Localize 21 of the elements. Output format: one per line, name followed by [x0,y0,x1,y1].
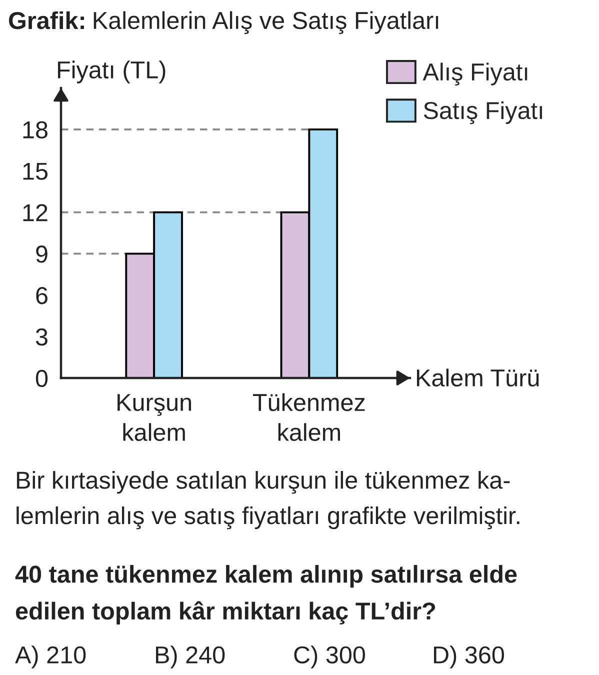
text: 40 tane tükenmez kalem alınıp satılırsa elde edilen toplam kâr miktarı kaç TL’dir? [15,565,517,624]
text: A) 210 [15,646,86,668]
y-axis-title: Fiyatı (TL) [58,60,166,84]
chart-title: Kalemlerin Alış ve Satış Fiyatları [94,11,438,34]
legend-label: Alış Fiyatı [422,62,528,86]
text: B) 240 [156,646,225,668]
y-tick-label: 3 [36,328,48,346]
text: Grafik: [9,11,84,30]
text: D) 360 [434,646,504,668]
y-tick-label: 18 [23,121,48,138]
y-tick-label: 9 [36,246,48,263]
y-tick-label: 15 [23,162,48,180]
y-tick-label: 0 [36,370,48,388]
x-axis-title: Kalem Türü [416,368,539,387]
x-tick-label: Kurşun kalem [118,394,191,442]
y-tick-label: 12 [23,204,48,222]
text: Bir kırtasiyede satılan kurşun ile tükenmez ka- lemlerin alış ve satış fiyatları grafikte verilmiştir. [16,471,520,530]
text: C) 300 [294,646,365,668]
legend-label: Satış Fiyatı [424,101,542,124]
x-tick-label: Tükenmez kalem [252,393,365,442]
y-tick-label: 6 [36,286,48,304]
